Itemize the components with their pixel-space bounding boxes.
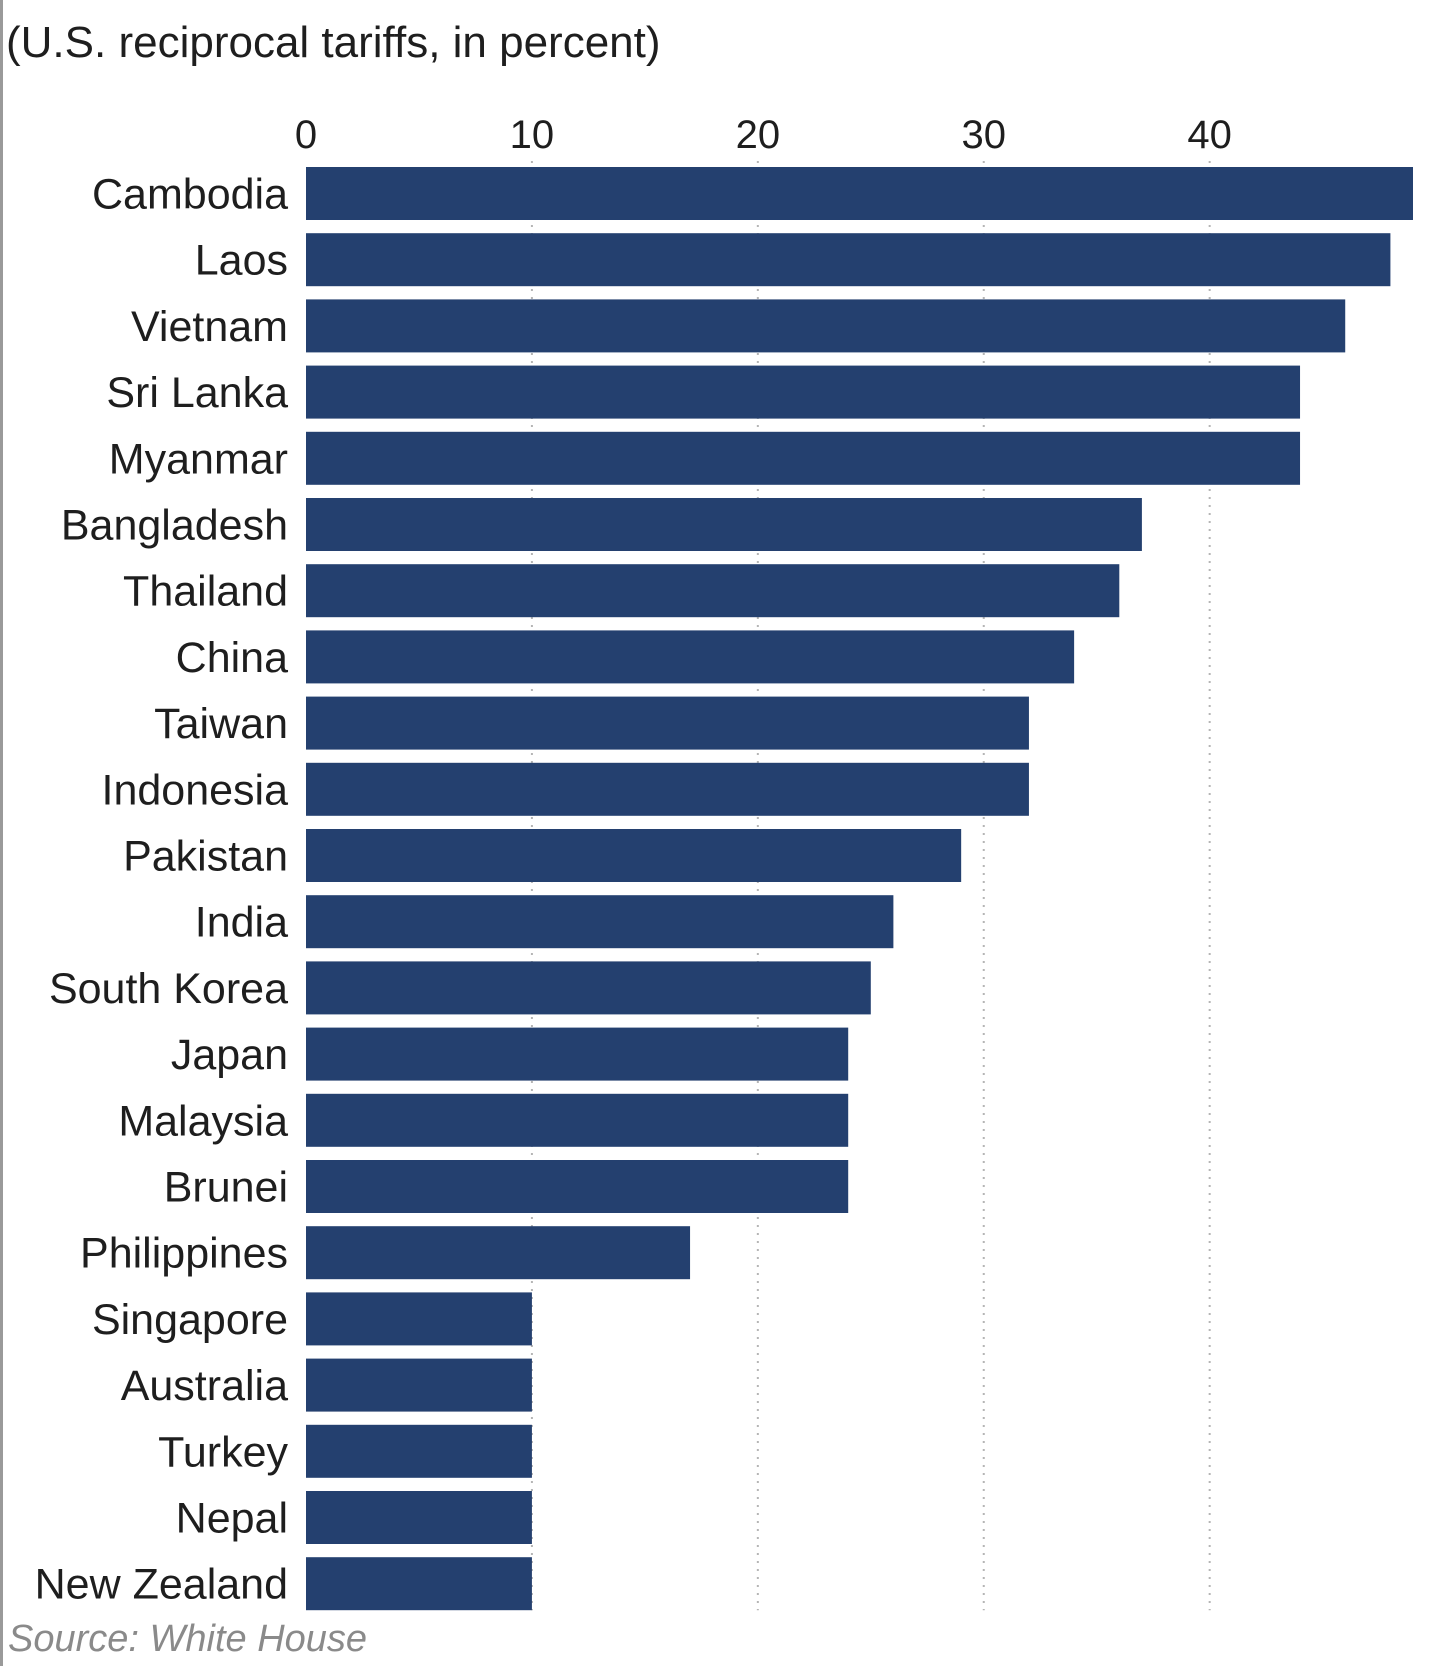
bar: [306, 961, 871, 1015]
bar: [306, 1424, 532, 1478]
category-label: Philippines: [80, 1230, 288, 1278]
category-label: India: [195, 899, 288, 947]
category-label: Indonesia: [102, 766, 289, 814]
category-label: Laos: [195, 237, 288, 285]
bar: [306, 1491, 532, 1544]
category-label: Pakistan: [123, 833, 288, 881]
category-label: Japan: [171, 1031, 288, 1079]
bar: [306, 1557, 532, 1611]
x-tick-label: 30: [962, 113, 1007, 157]
bar: [306, 696, 1029, 750]
category-label: Brunei: [164, 1164, 288, 1212]
bar: [306, 762, 1029, 816]
category-label: Cambodia: [92, 171, 288, 219]
x-tick-label: 10: [510, 113, 555, 157]
category-label: Malaysia: [118, 1097, 288, 1145]
x-tick-label: 20: [736, 113, 781, 157]
bar: [306, 365, 1301, 419]
category-label: Thailand: [123, 568, 288, 616]
x-tick-label: 40: [1187, 113, 1232, 157]
bar: [306, 564, 1120, 618]
category-label: Taiwan: [154, 700, 288, 748]
bar: [306, 1027, 849, 1081]
bar: [306, 1226, 691, 1280]
bar: [306, 829, 962, 882]
bar: [306, 1160, 849, 1213]
category-label: Turkey: [158, 1428, 288, 1476]
bar: [306, 1358, 532, 1412]
bar: [306, 299, 1346, 353]
bar: [306, 498, 1142, 551]
bar: [306, 1093, 849, 1147]
source-note: Source: White House: [8, 1618, 368, 1660]
category-label: Vietnam: [131, 303, 288, 351]
category-label: Nepal: [176, 1495, 288, 1543]
category-label: China: [176, 634, 288, 682]
bar: [306, 895, 894, 949]
bar: [306, 1292, 532, 1346]
chart-subtitle: (U.S. reciprocal tariffs, in percent): [6, 18, 661, 67]
category-label: New Zealand: [35, 1561, 288, 1609]
category-label: South Korea: [49, 965, 288, 1013]
bar: [306, 630, 1075, 684]
category-label: Bangladesh: [61, 502, 288, 550]
bar: [306, 233, 1391, 287]
category-label: Singapore: [92, 1296, 288, 1344]
x-tick-label: 0: [295, 113, 317, 157]
category-label: Sri Lanka: [106, 369, 288, 417]
bar: [306, 431, 1301, 485]
category-label: Myanmar: [109, 435, 288, 483]
frame-edge: [0, 0, 3, 1666]
category-label: Australia: [121, 1362, 288, 1410]
bar: [306, 167, 1413, 220]
